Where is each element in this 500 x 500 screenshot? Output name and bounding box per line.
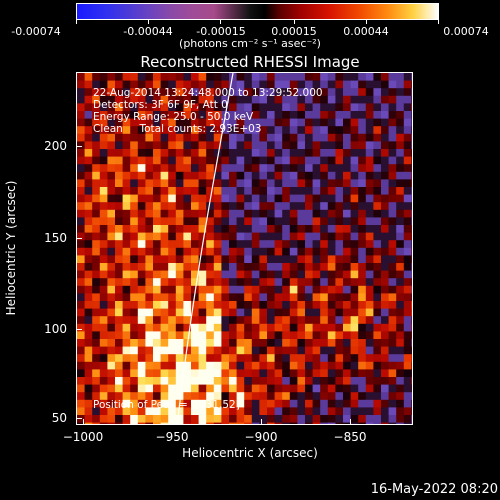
y-tick <box>76 329 82 330</box>
colorbar-units: (photons cm⁻² s⁻¹ asec⁻²) <box>179 37 321 50</box>
clean-annotation: Clean Total counts: 2.93E+03 <box>93 123 262 135</box>
y-tick-label: 200 <box>44 139 67 153</box>
x-tick <box>83 419 84 425</box>
detectors-annotation: Detectors: 3F 6F 9F, Att 0 <box>93 99 228 111</box>
colorbar-tick <box>220 19 221 24</box>
colorbar <box>76 3 439 20</box>
colorbar-tick <box>294 19 295 24</box>
timestamp: 16-May-2022 08:20 <box>370 482 498 497</box>
colorbar-tick-label: -0.00074 <box>11 25 61 38</box>
colorbar-tick-label: 0.00015 <box>271 25 317 38</box>
x-tick-label: −850 <box>333 430 367 444</box>
peak-annotation: Position of Peak = [-931,52] <box>93 399 240 411</box>
colorbar-tick <box>148 19 149 24</box>
colorbar-tick <box>76 19 77 24</box>
x-tick <box>261 419 262 425</box>
image-panel: 22-Aug-2014 13:24:48.000 to 13:29:52.000… <box>76 72 413 425</box>
solar-limb-line <box>176 73 234 424</box>
colorbar-tick-label: 0.00044 <box>343 25 389 38</box>
reconstructed-image <box>77 73 412 424</box>
x-tick <box>350 419 351 425</box>
y-tick <box>76 418 82 419</box>
y-tick <box>76 238 82 239</box>
y-tick-label: 150 <box>44 231 67 245</box>
colorbar-tick-label: -0.00015 <box>196 25 246 38</box>
y-tick-label: 100 <box>44 322 67 336</box>
x-tick <box>172 419 173 425</box>
energy-annotation: Energy Range: 25.0 - 50.0 keV <box>93 111 254 123</box>
y-tick-label: 50 <box>51 411 67 425</box>
x-tick-label: −900 <box>244 430 278 444</box>
time-range-annotation: 22-Aug-2014 13:24:48.000 to 13:29:52.000 <box>93 87 323 99</box>
x-tick-label: −1000 <box>62 430 104 444</box>
colorbar-tick-label: -0.00044 <box>123 25 173 38</box>
x-axis-label: Heliocentric X (arcsec) <box>182 446 318 460</box>
colorbar-tick <box>366 19 367 24</box>
y-tick <box>76 146 82 147</box>
colorbar-tick-label: 0.00074 <box>443 25 489 38</box>
plot-title: Reconstructed RHESSI Image <box>140 53 360 71</box>
y-axis-label: Heliocentric Y (arcsec) <box>4 180 18 316</box>
x-tick-label: −950 <box>155 430 189 444</box>
colorbar-tick <box>438 19 439 24</box>
